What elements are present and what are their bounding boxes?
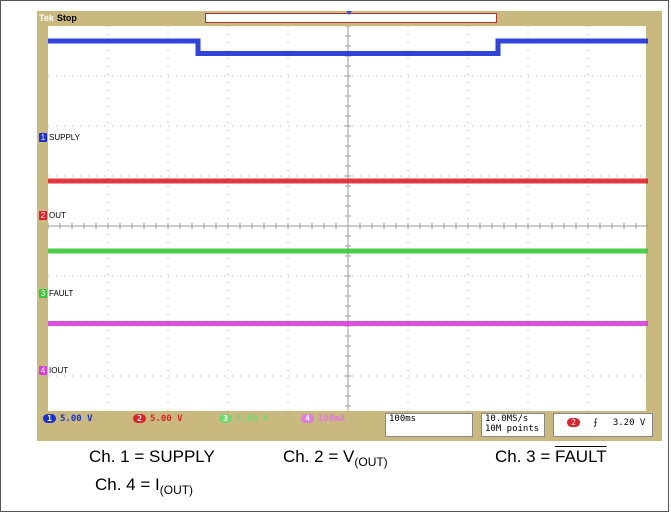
trigger-readout[interactable]: 2 ⨍ 3.20 V bbox=[553, 413, 653, 437]
run-state: Stop bbox=[56, 13, 77, 23]
channel-1-scale[interactable]: 1 5.00 V bbox=[43, 414, 93, 425]
record-length-value: 10M points bbox=[485, 424, 540, 434]
channel-2-scale[interactable]: 2 5.00 V bbox=[133, 414, 183, 425]
timebase-value: 100ms bbox=[389, 414, 417, 424]
channel-3-scale[interactable]: 3 5.00 V bbox=[219, 414, 269, 425]
channel-4-badge: 4 bbox=[39, 366, 47, 375]
graticule bbox=[48, 26, 648, 426]
channel-1-scale-value: 5.00 V bbox=[60, 414, 93, 424]
caption-ch3: Ch. 3 = FAULT bbox=[495, 447, 607, 467]
caption-ch2-subscript: (OUT) bbox=[354, 455, 388, 469]
status-bar: Tek Stop bbox=[37, 11, 662, 25]
caption-ch2: Ch. 2 = V(OUT) bbox=[283, 447, 388, 469]
channel-2-marker: 2 OUT bbox=[39, 211, 66, 220]
channel-4-label: IOUT bbox=[49, 366, 69, 375]
trigger-position-marker[interactable] bbox=[346, 11, 352, 15]
caption-ch1: Ch. 1 = SUPPLY bbox=[89, 447, 215, 466]
oscilloscope-display: Tek Stop 1 SUPPLY 2 OUT 3 FAULT 4 IOUT 1 5.00 … bbox=[37, 11, 662, 441]
channel-1-scale-badge: 1 bbox=[43, 414, 56, 423]
caption-ch3-text: Ch. 3 = bbox=[495, 447, 556, 466]
channel-1-label: SUPPLY bbox=[49, 133, 80, 142]
channel-4-scale[interactable]: 4 100mA bbox=[301, 414, 345, 425]
waveform-svg bbox=[48, 26, 648, 426]
channel-1-marker: 1 SUPPLY bbox=[39, 133, 80, 142]
acquisition-status: Tek Stop bbox=[39, 12, 77, 24]
trigger-channel-badge: 2 bbox=[567, 418, 580, 427]
settings-bar: 1 5.00 V 2 5.00 V 3 5.00 V 4 100mA 100ms 10.… bbox=[37, 411, 662, 441]
channel-3-marker: 3 FAULT bbox=[39, 289, 73, 298]
sample-rate-value: 10.0MS/s bbox=[485, 414, 529, 424]
rising-edge-icon: ⨍ bbox=[593, 418, 598, 428]
channel-legend: Ch. 1 = SUPPLY Ch. 2 = V(OUT) Ch. 3 = FA… bbox=[1, 445, 670, 513]
channel-4-scale-badge: 4 bbox=[301, 414, 314, 423]
waveform-plot bbox=[47, 25, 648, 426]
timebase-readout[interactable]: 100ms bbox=[385, 413, 473, 437]
caption-ch4-text: Ch. 4 = I bbox=[95, 475, 160, 494]
caption-ch4-subscript: (OUT) bbox=[159, 483, 194, 497]
channel-2-scale-value: 5.00 V bbox=[150, 414, 183, 424]
sample-rate-readout[interactable]: 10.0MS/s 10M points bbox=[481, 413, 545, 437]
caption-ch4: Ch. 4 = I(OUT) bbox=[95, 475, 193, 497]
trigger-level-value: 3.20 V bbox=[612, 418, 646, 428]
channel-4-marker: 4 IOUT bbox=[39, 366, 68, 375]
trace-supply bbox=[48, 38, 648, 56]
channel-2-scale-badge: 2 bbox=[133, 414, 146, 423]
channel-1-badge: 1 bbox=[39, 133, 47, 142]
caption-ch2-text: Ch. 2 = V bbox=[283, 447, 355, 466]
trace-layer bbox=[48, 38, 648, 326]
caption-ch3-overline: FAULT bbox=[555, 447, 607, 466]
channel-4-scale-value: 100mA bbox=[318, 414, 346, 424]
channel-3-label: FAULT bbox=[49, 289, 74, 298]
channel-3-badge: 3 bbox=[39, 289, 47, 298]
brand-label: Tek bbox=[39, 13, 54, 23]
channel-3-scale-value: 5.00 V bbox=[236, 414, 269, 424]
channel-3-scale-badge: 3 bbox=[219, 414, 232, 423]
channel-2-badge: 2 bbox=[39, 211, 47, 220]
channel-2-label: OUT bbox=[49, 211, 66, 220]
